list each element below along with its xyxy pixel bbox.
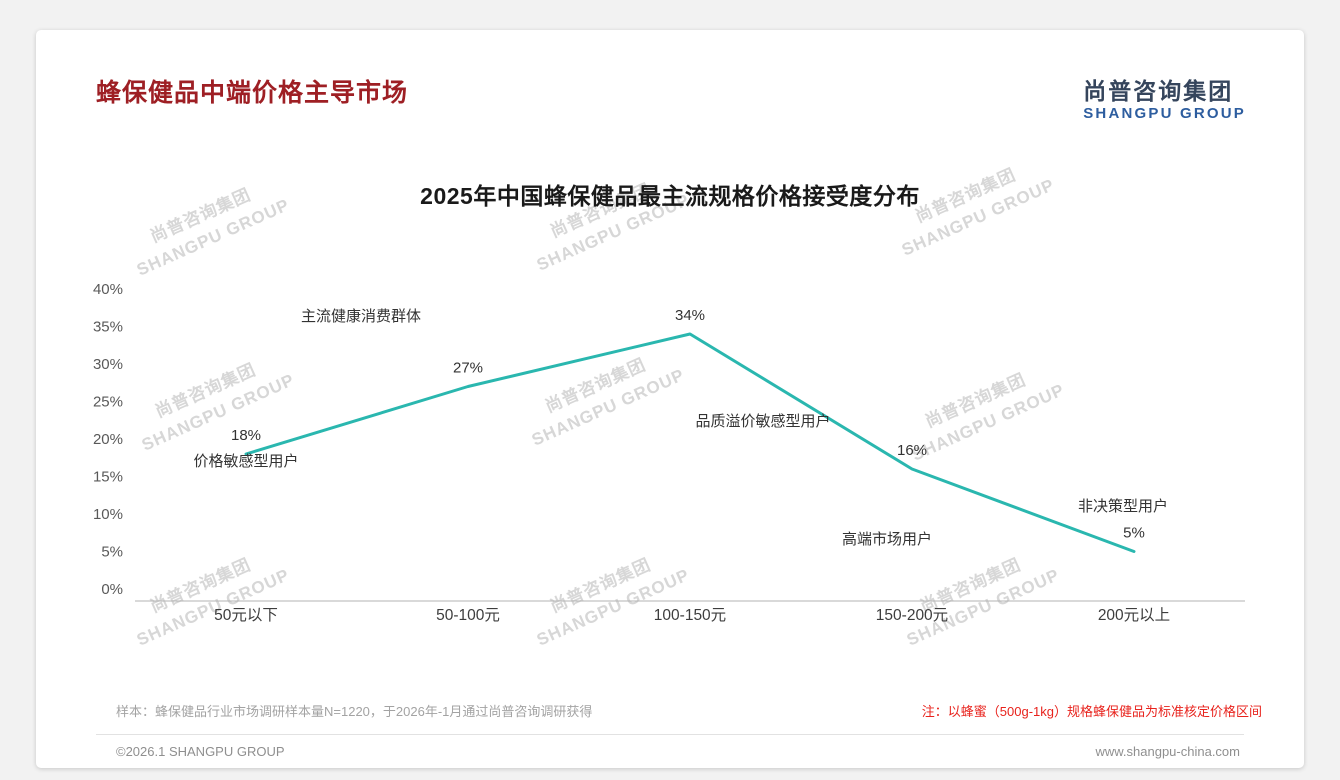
y-axis-tick-label: 20% (93, 431, 123, 448)
company-logo: 尚普咨询集团 SHANGPU GROUP (1083, 78, 1246, 123)
footer-website: www.shangpu-china.com (1095, 744, 1240, 759)
chart-title: 2025年中国蜂保健品最主流规格价格接受度分布 (420, 183, 920, 209)
data-label: 16% (897, 442, 927, 459)
footer-divider (96, 734, 1244, 735)
notes-row: 样本：蜂保健品行业市场调研样本量N=1220，于2026年-1月通过尚普咨询调研… (36, 701, 1304, 720)
x-axis-category-label: 150-200元 (876, 607, 948, 624)
annotation-label: 品质溢价敏感型用户 (695, 413, 830, 430)
y-axis-tick-label: 0% (101, 581, 123, 598)
logo-cn-text: 尚普咨询集团 (1083, 78, 1234, 104)
x-axis-category-label: 100-150元 (654, 607, 726, 624)
data-label: 5% (1123, 525, 1145, 542)
y-axis-tick-label: 5% (101, 544, 123, 561)
slide-card: 尚普咨询集团 SHANGPU GROUP 尚普咨询集团 SHANGPU GROUP 尚普… (36, 30, 1304, 768)
annotation-label: 价格敏感型用户 (193, 453, 298, 470)
y-axis-tick-label: 40% (93, 281, 123, 298)
price-note: 注：以蜂蜜（500g-1kg）规格蜂保健品为标准核定价格区间 (921, 704, 1262, 719)
data-label: 27% (453, 360, 483, 377)
logo-en-text: SHANGPU GROUP (1083, 105, 1246, 122)
x-axis-category-label: 50元以下 (214, 607, 278, 624)
footer: ©2026.1 SHANGPU GROUP www.shangpu-china.… (36, 735, 1304, 759)
page-title: 蜂保健品中端价格主导市场 (96, 79, 409, 107)
slide-content: 蜂保健品中端价格主导市场 尚普咨询集团 SHANGPU GROUP 2025年中… (36, 30, 1304, 768)
data-label: 18% (231, 427, 261, 444)
sample-note: 样本：蜂保健品行业市场调研样本量N=1220，于2026年-1月通过尚普咨询调研… (116, 704, 593, 719)
annotation-label: 高端市场用户 (842, 531, 932, 548)
x-axis-category-label: 200元以上 (1098, 606, 1170, 624)
data-label: 34% (675, 307, 705, 324)
annotation-label: 非决策型用户 (1078, 498, 1168, 515)
header: 蜂保健品中端价格主导市场 尚普咨询集团 SHANGPU GROUP (36, 30, 1304, 123)
trend-line (244, 332, 1136, 553)
x-axis-category-label: 50-100元 (436, 607, 500, 624)
line-chart: 0% 5% 10% 15% 20% 25% 30% 35% 40% 50元以下 50-100元 100… (93, 281, 1245, 624)
footer-copyright: ©2026.1 SHANGPU GROUP (116, 744, 285, 759)
y-axis-tick-label: 30% (93, 356, 123, 373)
y-axis-tick-label: 35% (93, 319, 123, 336)
y-axis-tick-label: 10% (93, 506, 123, 523)
annotation-label: 主流健康消费群体 (301, 308, 421, 325)
y-axis-tick-label: 25% (93, 394, 123, 411)
y-axis-tick-label: 15% (93, 469, 123, 486)
